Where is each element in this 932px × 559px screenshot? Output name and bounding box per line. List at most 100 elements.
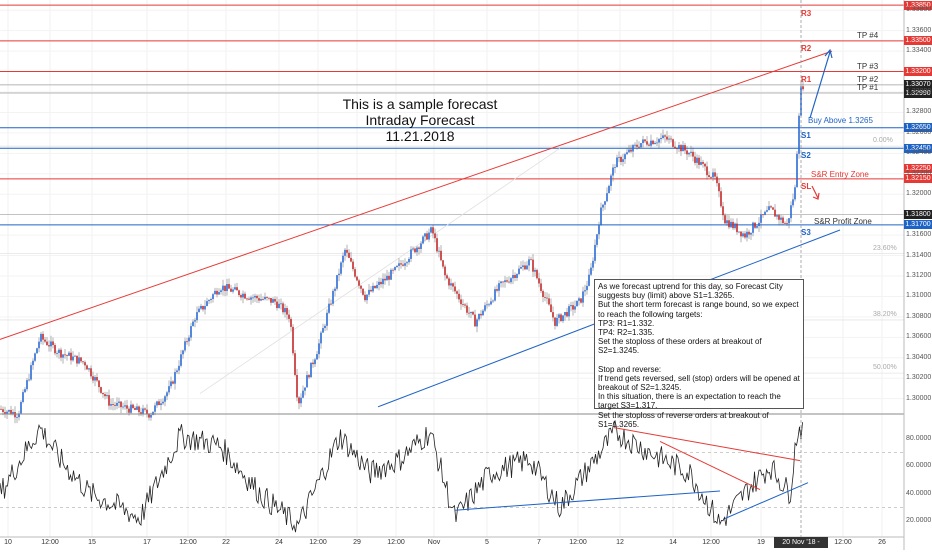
candle-body — [400, 263, 402, 265]
candle-body — [176, 370, 178, 373]
candle-body — [120, 401, 122, 408]
candle-body — [638, 146, 640, 148]
candle-body — [140, 412, 142, 415]
candle-body — [674, 146, 676, 149]
candle-body — [6, 411, 8, 415]
candle-body — [388, 275, 390, 280]
candle-body — [528, 259, 530, 266]
rsi-panel — [0, 419, 904, 533]
candle-body — [174, 372, 176, 384]
candle-body — [348, 252, 350, 258]
candle-body — [770, 206, 772, 208]
candle-body — [28, 379, 30, 381]
candle-body — [72, 356, 74, 361]
note-p1: As we forecast uptrend for this day, so … — [598, 282, 783, 301]
candle-body — [282, 303, 284, 313]
candle-body — [684, 145, 686, 151]
candle-body — [258, 298, 260, 301]
candle-body — [302, 390, 304, 398]
candle-body — [318, 343, 320, 355]
candle-body — [616, 157, 618, 168]
candle-body — [346, 249, 348, 253]
candle-body — [54, 345, 56, 354]
candle-body — [138, 406, 140, 413]
y-tick-0: 1.33800 — [906, 6, 932, 14]
candle-body — [88, 368, 90, 370]
candle-body — [360, 285, 362, 289]
arrows — [809, 48, 833, 200]
candle-body — [386, 275, 388, 281]
candle-body — [78, 357, 80, 364]
candle-body — [214, 290, 216, 295]
candle-body — [142, 408, 144, 415]
candle-body — [606, 193, 608, 202]
candle-body — [390, 269, 392, 280]
candle-body — [558, 314, 560, 318]
candle-body — [698, 157, 700, 165]
candle-body — [568, 306, 570, 317]
candle-body — [216, 290, 218, 295]
candle-body — [586, 285, 588, 291]
candle-body — [704, 163, 706, 167]
candle-body — [240, 295, 242, 298]
candle-body — [154, 405, 156, 412]
candle-body — [662, 135, 664, 138]
candle-body — [622, 159, 624, 162]
x-tick-3: 17 — [143, 539, 151, 546]
candle-body — [100, 387, 102, 393]
x-tick-11: 5 — [485, 539, 489, 546]
candle-body — [190, 326, 192, 338]
candle-body — [228, 284, 230, 289]
candle-body — [116, 402, 118, 406]
candle-body — [648, 144, 650, 146]
forecast-note: As we forecast uptrend for this day, so … — [594, 279, 804, 429]
candle-body — [106, 395, 108, 397]
rsi-trend-blue-1 — [454, 490, 721, 511]
candle-body — [108, 395, 110, 406]
candle-body — [782, 217, 784, 224]
level-label-R2: R2 — [801, 43, 812, 53]
fib-label-3: 50.00% — [873, 364, 897, 372]
candle-body — [32, 360, 34, 366]
candle-body — [80, 357, 82, 362]
candle-body — [440, 250, 442, 261]
candle-body — [144, 408, 146, 410]
rsi-tick-2: 40.0000 — [906, 489, 932, 497]
candle-body — [264, 296, 266, 300]
candle-body — [660, 137, 662, 140]
candle-body — [266, 296, 268, 298]
candle-body — [314, 359, 316, 365]
price-tag-R3: 1.33850 — [904, 0, 932, 10]
candle-body — [566, 312, 568, 317]
candle-body — [92, 376, 94, 381]
candle-body — [12, 412, 14, 415]
note-p8: In this situation, there is an expectati… — [598, 392, 781, 411]
candle-body — [668, 138, 670, 140]
candle-body — [540, 283, 542, 291]
candle-body — [738, 231, 740, 233]
candle-body — [200, 305, 202, 309]
candle-body — [284, 308, 286, 313]
title-line-1: This is a sample forecast — [342, 96, 498, 112]
x-tick-10: Nov — [427, 539, 441, 546]
candle-body — [512, 275, 514, 279]
buy-above-label: Buy Above 1.3265 — [808, 116, 873, 125]
candle-body — [186, 341, 188, 343]
x-tick-0: 10 — [4, 539, 12, 546]
candle-body — [602, 204, 604, 208]
down-arrow-head — [812, 192, 820, 200]
candle-body — [250, 297, 252, 300]
candle-body — [556, 317, 558, 326]
candle-body — [680, 145, 682, 152]
candle-body — [488, 304, 490, 306]
forecast-title: This is a sample forecast Intraday Forec… — [290, 96, 550, 144]
candle-body — [776, 215, 778, 217]
candle-body — [644, 139, 646, 142]
candle-body — [48, 345, 50, 347]
candle-body — [744, 233, 746, 238]
rsi-trend-red-2 — [659, 440, 761, 491]
candle-body — [110, 404, 112, 406]
candle-body — [82, 361, 84, 363]
candle-body — [676, 148, 678, 150]
price-tag-extra-0: 1.33070 — [904, 80, 932, 90]
